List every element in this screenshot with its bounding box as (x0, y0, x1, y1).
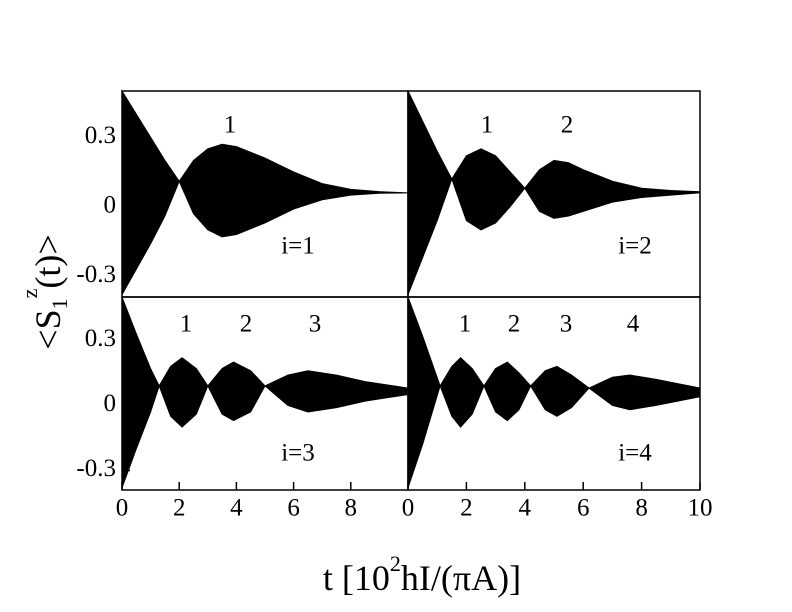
x-label-end: hI/(πA)] (401, 558, 521, 598)
panel-label: i=3 (281, 440, 315, 467)
envelope-band (407, 90, 701, 295)
x-tick-label: 0 (402, 495, 415, 522)
peak-label: 2 (240, 311, 253, 338)
x-label-main: t [10 (323, 558, 390, 598)
y-tick-label: 0.3 (85, 122, 116, 149)
x-tick-label: 6 (287, 495, 300, 522)
panel-label: i=1 (281, 233, 315, 260)
y-tick-label: 0.3 (85, 325, 116, 352)
y-label-sub: 1 (47, 298, 72, 309)
envelope-band (407, 296, 701, 488)
y-tick-label: 0 (104, 390, 117, 417)
envelope-band (121, 296, 409, 489)
x-label-sup: 2 (390, 551, 401, 576)
x-tick-label: 6 (577, 495, 590, 522)
x-axis-label: t [102hI/(πA)] (323, 551, 521, 598)
x-tick-label: 0 (116, 495, 129, 522)
peak-label: 1 (481, 112, 494, 139)
x-tick-label: 8 (345, 495, 358, 522)
peak-label: 4 (627, 311, 640, 338)
peak-label: 3 (309, 311, 322, 338)
y-label-end: (t)> (28, 234, 68, 288)
peak-label: 2 (508, 311, 521, 338)
y-tick-label: 0 (104, 191, 117, 218)
x-tick-label: 4 (230, 495, 243, 522)
peak-label: 1 (224, 112, 237, 139)
y-tick-label: -0.3 (76, 261, 116, 288)
x-tick-label: 2 (173, 495, 186, 522)
envelope-band (121, 89, 409, 297)
x-tick-label: 2 (460, 495, 473, 522)
peak-label: 1 (180, 311, 193, 338)
peak-label: 3 (560, 311, 573, 338)
peak-label: 2 (561, 112, 574, 139)
y-label-sup: z (17, 288, 42, 298)
x-tick-label: 8 (635, 495, 648, 522)
panel-label: i=4 (618, 440, 652, 467)
y-label-main: <S (28, 309, 68, 349)
x-tick-label: 10 (688, 495, 713, 522)
y-axis-label: <S1z(t)> (17, 234, 72, 349)
panel-frame (407, 296, 701, 491)
peak-label: 1 (459, 311, 472, 338)
panel-label: i=2 (618, 233, 652, 260)
y-tick-label: -0.3 (76, 455, 116, 482)
x-tick-label: 4 (519, 495, 532, 522)
